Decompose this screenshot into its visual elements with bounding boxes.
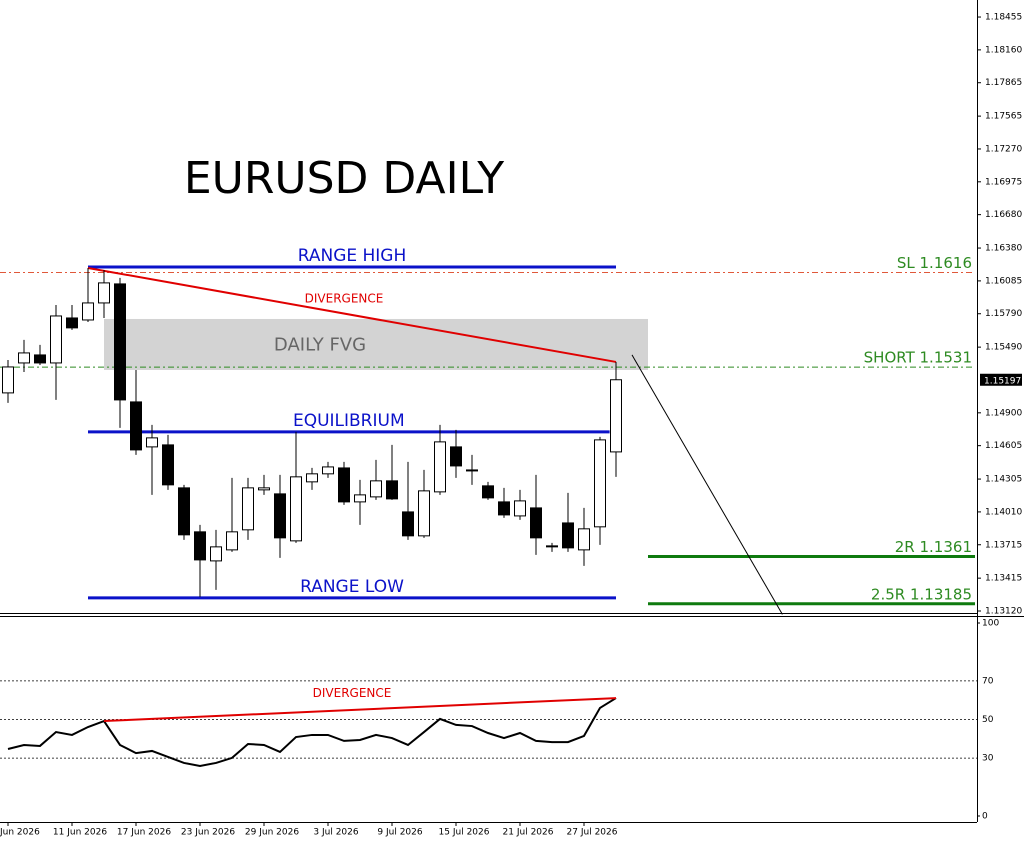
- candle-body: [514, 500, 526, 517]
- last-price-box: [980, 373, 1022, 386]
- y-tick-label: 1.15490: [985, 343, 1022, 353]
- x-tick-label: 23 Jun 2026: [181, 828, 235, 838]
- y-tick-label: 1.17565: [985, 112, 1022, 122]
- y-tick-label: 1.14900: [985, 408, 1022, 418]
- last-price-label: 1.15197: [984, 376, 1021, 386]
- y-tick-label: 1.16380: [985, 244, 1022, 254]
- level-label: 2.5R 1.13185: [871, 585, 972, 603]
- indicator-tick-label: 50: [982, 715, 994, 725]
- candle-body: [66, 317, 78, 329]
- candle-body: [546, 545, 558, 548]
- level-label: RANGE HIGH: [298, 246, 407, 266]
- candle-body: [466, 469, 478, 472]
- candle-body: [610, 379, 622, 453]
- y-tick-label: 1.17865: [985, 78, 1022, 88]
- candle-body: [418, 490, 430, 537]
- candle-body: [258, 487, 270, 491]
- candle-body: [562, 522, 574, 549]
- candle-body: [482, 485, 494, 499]
- candle-body: [130, 401, 142, 451]
- candle-body: [146, 437, 158, 448]
- level-label: SL 1.1616: [897, 254, 972, 272]
- candle-body: [162, 444, 174, 486]
- candle-body: [434, 441, 446, 493]
- x-tick-label: 11 Jun 2026: [53, 828, 107, 838]
- trend-line: [631, 354, 783, 615]
- candle-body: [178, 487, 190, 536]
- candle-body: [354, 494, 366, 503]
- candle-body: [274, 493, 286, 539]
- indicator-tick-label: 0: [982, 812, 988, 822]
- candle-body: [226, 531, 238, 551]
- candle-body: [322, 466, 334, 475]
- candle-body: [338, 467, 350, 503]
- indicator-line: [7, 697, 617, 768]
- candle-body: [386, 480, 398, 500]
- y-tick-label: 1.14305: [985, 475, 1022, 485]
- divergence-label: DIVERGENCE: [305, 291, 384, 305]
- candle-body: [2, 366, 14, 394]
- y-tick-label: 1.16680: [985, 210, 1022, 220]
- y-tick-label: 1.17270: [985, 144, 1022, 154]
- candle-body: [450, 446, 462, 467]
- candle-body: [18, 352, 30, 364]
- candle-body: [242, 487, 254, 531]
- y-tick-label: 1.16085: [985, 276, 1022, 286]
- divergence-label: DIVERGENCE: [313, 686, 392, 700]
- y-tick-label: 1.18455: [985, 13, 1022, 23]
- x-tick-label: 3 Jul 2026: [313, 828, 358, 838]
- y-tick-label: 1.13120: [985, 606, 1022, 616]
- indicator-tick-label: 30: [982, 754, 994, 764]
- x-tick-label: 15 Jul 2026: [439, 828, 490, 838]
- x-tick-label: 27 Jul 2026: [567, 828, 618, 838]
- candle-body: [370, 480, 382, 498]
- y-tick-label: 1.13415: [985, 574, 1022, 584]
- candle-body: [50, 315, 62, 364]
- candle-body: [210, 546, 222, 562]
- candle-body: [498, 501, 510, 516]
- level-label: RANGE LOW: [300, 577, 404, 597]
- candle-body: [194, 531, 206, 561]
- candle-body: [306, 473, 318, 483]
- level-label: SHORT 1.1531: [864, 349, 972, 367]
- y-tick-label: 1.18160: [985, 45, 1022, 55]
- candle-body: [98, 282, 110, 304]
- indicator-tick-label: 100: [982, 619, 999, 629]
- candle-body: [402, 511, 414, 537]
- level-label: EQUILIBRIUM: [293, 411, 405, 431]
- y-tick-label: 1.15790: [985, 309, 1022, 319]
- level-label: 2R 1.1361: [895, 538, 972, 556]
- y-tick-label: 1.13715: [985, 540, 1022, 550]
- indicator-trend-line: [103, 697, 617, 723]
- x-tick-label: 29 Jun 2026: [245, 828, 299, 838]
- trend-line: [87, 266, 617, 363]
- fvg-zone: [104, 318, 648, 370]
- y-tick-label: 1.16975: [985, 177, 1022, 187]
- candle-body: [594, 439, 606, 528]
- y-tick-label: 1.14605: [985, 441, 1022, 451]
- y-tick-label: 1.14010: [985, 507, 1022, 517]
- candle-body: [82, 302, 94, 321]
- candle-body: [578, 528, 590, 551]
- candle-body: [34, 354, 46, 364]
- candle-body: [290, 476, 302, 542]
- x-tick-label: 21 Jul 2026: [503, 828, 554, 838]
- x-tick-label: 17 Jun 2026: [117, 828, 171, 838]
- candle-body: [114, 283, 126, 401]
- x-tick-label: Jun 2026: [0, 828, 40, 838]
- indicator-tick-label: 70: [982, 676, 994, 686]
- candle-body: [530, 507, 542, 539]
- x-tick-label: 9 Jul 2026: [377, 828, 422, 838]
- zone-label: DAILY FVG: [274, 334, 366, 355]
- chart-title: EURUSD DAILY: [184, 153, 504, 204]
